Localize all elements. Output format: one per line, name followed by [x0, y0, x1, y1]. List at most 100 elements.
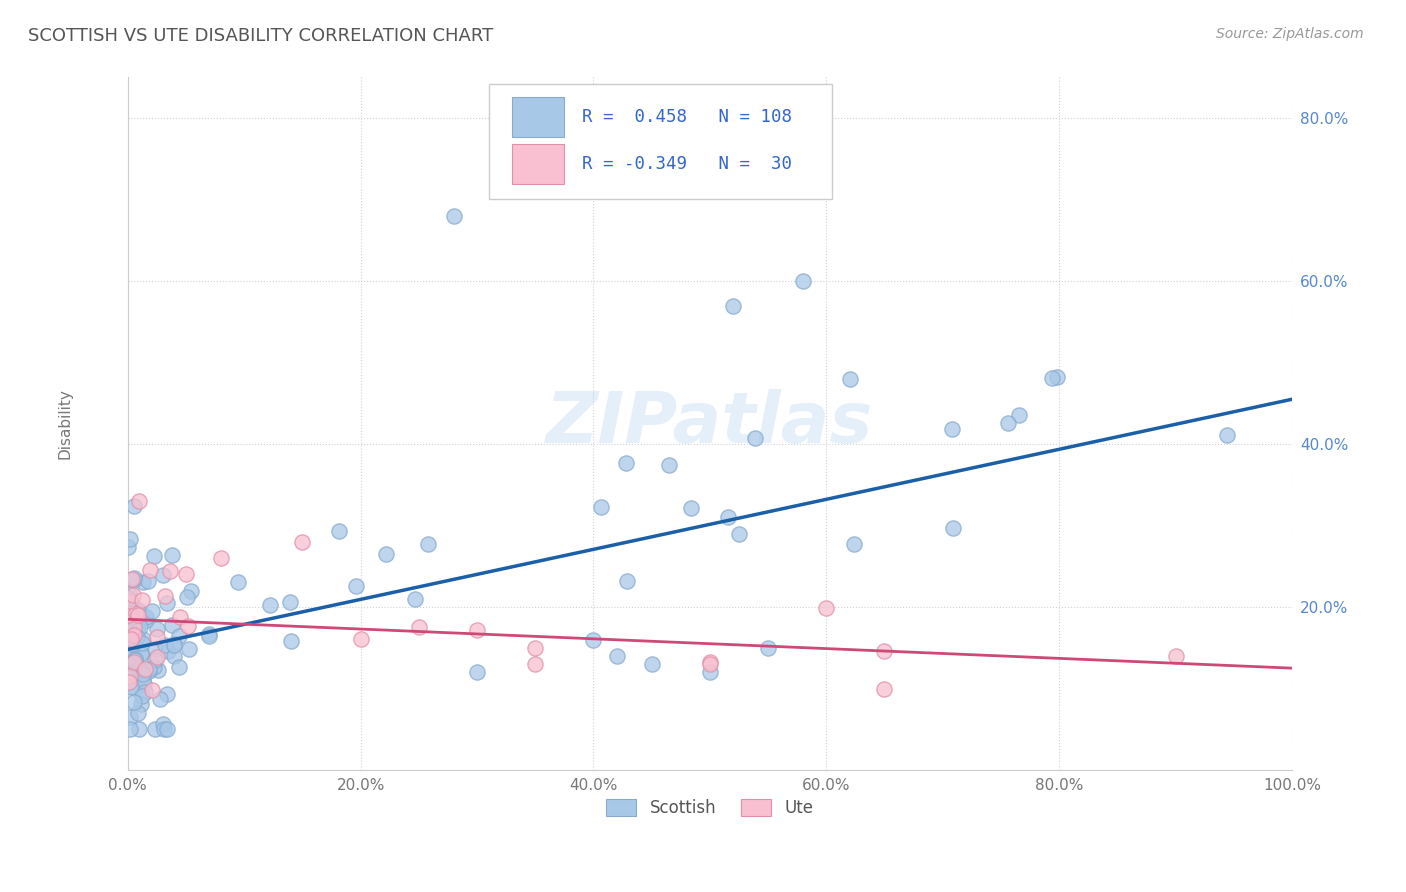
Point — [465, 665, 488, 680]
Legend: Scottish, Ute: Scottish, Ute — [599, 792, 820, 824]
Point — [117, 591, 139, 606]
Point — [163, 637, 186, 651]
Point — [153, 638, 176, 652]
Point — [143, 653, 166, 667]
Point — [169, 610, 191, 624]
Point — [131, 636, 153, 650]
Point — [142, 549, 165, 563]
Point — [117, 656, 139, 670]
Point — [160, 549, 183, 563]
Point — [122, 656, 145, 670]
Point — [128, 620, 150, 634]
Point — [524, 657, 547, 671]
Point — [941, 422, 963, 436]
Point — [146, 622, 169, 636]
Point — [328, 524, 350, 538]
FancyBboxPatch shape — [489, 85, 832, 199]
Point — [120, 710, 142, 724]
Y-axis label: Disability: Disability — [58, 388, 72, 459]
Point — [177, 619, 200, 633]
Point — [942, 520, 965, 534]
Point — [117, 540, 139, 554]
Point — [127, 706, 149, 721]
Point — [118, 600, 141, 615]
Point — [344, 578, 367, 592]
FancyBboxPatch shape — [512, 97, 564, 137]
Point — [163, 649, 186, 664]
Point — [131, 646, 153, 660]
Point — [120, 610, 142, 624]
Point — [416, 537, 439, 551]
Point — [721, 299, 744, 313]
Point — [131, 593, 153, 607]
Point — [120, 533, 142, 547]
Point — [591, 500, 613, 515]
Point — [640, 657, 662, 671]
Point — [138, 665, 160, 679]
Point — [128, 494, 150, 508]
Point — [614, 456, 637, 470]
Point — [120, 642, 142, 657]
Point — [121, 663, 143, 677]
Point — [717, 510, 740, 524]
Point — [125, 606, 148, 620]
Point — [136, 574, 159, 588]
Point — [122, 620, 145, 634]
Point — [349, 632, 371, 647]
Point — [156, 596, 179, 610]
Point — [873, 643, 896, 657]
Point — [146, 650, 169, 665]
Point — [997, 416, 1019, 430]
Point — [174, 567, 197, 582]
Point — [149, 692, 172, 706]
Point — [838, 372, 860, 386]
Point — [873, 681, 896, 696]
Point — [153, 723, 176, 737]
Text: R = -0.349   N =  30: R = -0.349 N = 30 — [582, 155, 792, 173]
Point — [844, 537, 866, 551]
Point — [128, 662, 150, 676]
Point — [120, 680, 142, 694]
Point — [118, 593, 141, 607]
Point — [1164, 649, 1187, 664]
Point — [209, 551, 232, 566]
Point — [127, 603, 149, 617]
Point — [138, 662, 160, 676]
Point — [152, 716, 174, 731]
Point — [122, 588, 145, 602]
Point — [131, 689, 153, 703]
Point — [124, 681, 146, 695]
Point — [681, 501, 703, 516]
Point — [124, 499, 146, 513]
Point — [159, 564, 181, 578]
Point — [582, 632, 605, 647]
FancyBboxPatch shape — [512, 144, 564, 184]
Point — [122, 571, 145, 585]
Point — [134, 685, 156, 699]
Point — [160, 617, 183, 632]
Point — [132, 667, 155, 681]
Point — [228, 575, 250, 590]
Point — [156, 644, 179, 658]
Point — [155, 589, 177, 603]
Point — [146, 630, 169, 644]
Point — [128, 723, 150, 737]
Point — [176, 591, 198, 605]
Point — [129, 647, 152, 661]
Point — [118, 606, 141, 620]
Point — [135, 610, 157, 624]
Point — [792, 274, 814, 288]
Text: SCOTTISH VS UTE DISABILITY CORRELATION CHART: SCOTTISH VS UTE DISABILITY CORRELATION C… — [28, 27, 494, 45]
Point — [127, 608, 149, 623]
Point — [143, 659, 166, 673]
Point — [117, 613, 139, 627]
Point — [443, 209, 465, 223]
Point — [132, 574, 155, 589]
Point — [169, 629, 191, 643]
Point — [815, 600, 838, 615]
Point — [278, 595, 301, 609]
Point — [606, 648, 628, 663]
Point — [141, 682, 163, 697]
Point — [143, 642, 166, 657]
Point — [118, 648, 141, 662]
